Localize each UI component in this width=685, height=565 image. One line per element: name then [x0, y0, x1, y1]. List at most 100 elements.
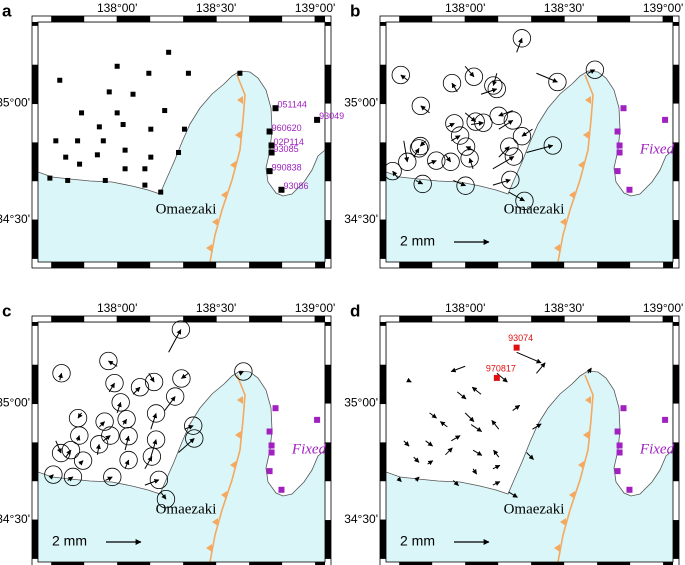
fixed-station [616, 142, 623, 149]
fixed-station [268, 449, 275, 456]
displacement-arrow [48, 474, 54, 480]
displacement-arrow [58, 372, 63, 381]
fixed-station [272, 105, 279, 112]
frame-bar [315, 16, 325, 22]
map-panel: a 138°00' 138°30' 139°00' 34°30' 35°00' Omaeza… [0, 1, 344, 269]
frame-bar [399, 262, 433, 268]
frame-bar [315, 262, 325, 268]
station [122, 166, 128, 172]
displacement-arrow [496, 372, 508, 383]
error-circle [172, 369, 191, 388]
frame-bar [673, 64, 679, 104]
fixed-station [662, 416, 669, 423]
frame-bar [673, 322, 679, 326]
x-tick-label: 138°30' [196, 1, 236, 15]
displacement-arrow [468, 157, 474, 169]
displacement-arrow [492, 464, 501, 470]
frame-bar [663, 316, 673, 322]
error-circle [548, 72, 567, 92]
trench-barb [235, 431, 241, 439]
error-circle [103, 467, 122, 487]
displacement-arrow [464, 412, 475, 422]
error-circle [456, 176, 475, 195]
error-circle [111, 393, 130, 412]
y-tick-label: 35°00' [0, 96, 30, 110]
trench-barb [554, 544, 560, 552]
x-tick-label: 138°30' [544, 301, 584, 315]
marked-station [513, 344, 520, 351]
displacement-arrow [413, 456, 420, 463]
scale-label: 2 mm [400, 233, 435, 249]
error-circle [383, 161, 402, 181]
station-label: 02P114 [274, 137, 304, 147]
station [102, 177, 108, 183]
error-circle [130, 378, 150, 397]
station [142, 166, 148, 172]
error-circle [474, 113, 493, 132]
displacement-arrow [536, 362, 546, 374]
fixed-label: Fixed [639, 441, 675, 457]
station [65, 177, 71, 183]
error-circle [398, 152, 417, 171]
trench-barb [585, 396, 591, 404]
trench-barb [578, 461, 584, 469]
error-circle [89, 435, 109, 454]
displacement-arrow [516, 351, 542, 364]
fixed-station [614, 168, 621, 175]
station [96, 124, 102, 130]
error-circle [466, 112, 485, 131]
displacement-arrow [392, 170, 399, 179]
frame-bar [465, 316, 499, 322]
station [114, 63, 120, 69]
frame-bar [32, 520, 38, 559]
x-tick-label: 138°30' [196, 301, 236, 315]
frame-bar [325, 22, 331, 26]
displacement-arrow [427, 460, 434, 466]
frame-bar [663, 262, 673, 268]
frame-inner [37, 321, 326, 563]
error-circle [142, 447, 162, 466]
error-circle [99, 351, 118, 371]
displacement-arrow [447, 122, 455, 128]
station [142, 182, 148, 188]
error-circle [484, 76, 503, 95]
y-tick-label: 34°30' [0, 512, 30, 526]
error-circle [409, 139, 429, 158]
station [146, 70, 152, 76]
frame-bar [32, 142, 38, 182]
land [38, 322, 325, 497]
displacement-arrow [450, 365, 466, 373]
frame-bar [51, 16, 85, 22]
displacement-arrow [512, 404, 521, 411]
frame-bar [673, 220, 679, 259]
trench-barb [583, 131, 589, 139]
displacement-arrow [403, 440, 410, 447]
displacement-arrow [396, 476, 402, 482]
trench-barb [206, 244, 212, 252]
frame [31, 315, 332, 565]
fixed-station [314, 416, 321, 423]
fixed-label: Fixed [291, 441, 327, 457]
frame-bar [663, 562, 673, 565]
error-circle [512, 29, 532, 48]
frame-bar [325, 520, 331, 559]
trench-barb [569, 191, 575, 199]
fixed-station [268, 442, 275, 449]
error-circle [512, 127, 532, 146]
frame [379, 315, 680, 565]
error-circle [119, 427, 138, 446]
trench-barb [585, 96, 591, 104]
station [100, 138, 106, 144]
station [162, 108, 168, 114]
displacement-arrow [464, 112, 477, 123]
station [47, 175, 53, 181]
frame-bar [597, 262, 631, 268]
station-label: 960620 [272, 123, 302, 133]
fixed-station [620, 405, 627, 412]
marked-label: 93074 [508, 333, 533, 343]
station [79, 110, 85, 116]
frame-bar [51, 316, 85, 322]
map-body [386, 22, 673, 262]
displacement-arrow [491, 420, 500, 430]
y-tick-label: 34°30' [0, 212, 30, 226]
